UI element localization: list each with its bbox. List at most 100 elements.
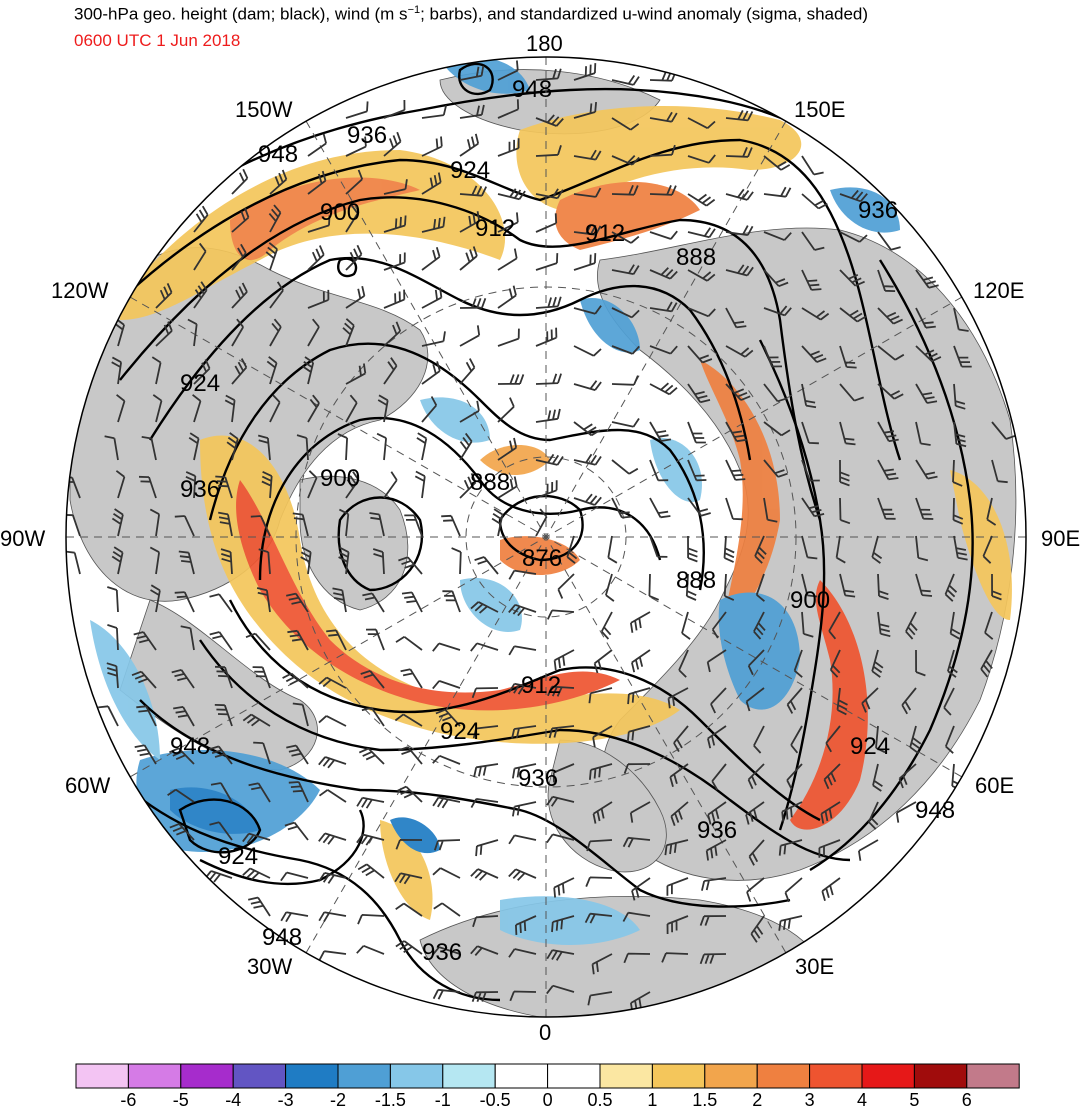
wind-barb: [573, 187, 602, 198]
colorbar-swatch: [599, 1063, 653, 1089]
colorbar: -6 -5 -4 -3 -2 -1.5 -1 -0.5 0 0.5 1 1.5 2 3 4 5 6: [75, 1063, 1020, 1110]
wind-barb: [471, 687, 499, 699]
wind-barb: [592, 725, 613, 748]
wind-barb: [345, 471, 360, 499]
lon-label-120w: 120W: [51, 278, 109, 303]
wind-barb: [548, 725, 575, 739]
lon-label-30e: 30E: [795, 954, 834, 979]
wind-barb: [318, 789, 347, 803]
lon-label-180: 180: [526, 31, 563, 56]
wind-barb: [649, 230, 678, 240]
wind-barb: [383, 321, 402, 347]
wind-barb: [432, 754, 461, 765]
wind-barb: [725, 497, 743, 521]
wind-barb: [515, 915, 537, 935]
wind-barb: [649, 111, 678, 123]
wind-barb: [953, 535, 968, 561]
wind-barb: [300, 546, 312, 575]
wind-barb: [915, 459, 938, 480]
wind-barb: [357, 863, 385, 879]
wind-barb: [611, 74, 640, 86]
wind-barb: [280, 871, 309, 882]
wind-barb: [944, 573, 958, 602]
wind-barb: [226, 432, 239, 461]
wind-barb: [622, 836, 651, 848]
wind-barb: [611, 231, 640, 244]
wind-barb: [253, 741, 271, 765]
wind-barb: [839, 383, 864, 402]
contour-label: 924: [218, 843, 258, 870]
colorbar-tick-label: -2: [330, 1090, 346, 1110]
wind-barb: [459, 65, 485, 81]
wind-barb: [801, 497, 825, 518]
wind-barb: [193, 205, 209, 233]
wind-barb: [687, 154, 716, 164]
wind-barb: [150, 584, 161, 613]
wind-barb: [678, 649, 689, 678]
wind-barb: [362, 592, 385, 613]
wind-barb: [332, 587, 347, 613]
wind-barb: [265, 242, 278, 271]
wind-barb: [337, 433, 348, 461]
wind-barb: [474, 556, 499, 575]
wind-barb: [421, 136, 443, 157]
wind-barb: [535, 296, 562, 309]
wind-barb: [593, 649, 613, 674]
colorbar-swatch: [913, 1063, 968, 1089]
wind-barb: [725, 109, 754, 122]
wind-barb: [152, 394, 163, 423]
wind-barb: [116, 394, 126, 423]
wind-barb: [318, 715, 347, 727]
wind-barb: [871, 649, 884, 678]
wind-barb: [174, 591, 195, 613]
wind-barb: [358, 747, 385, 765]
colorbar-swatch: [389, 1063, 444, 1089]
wind-barb: [649, 382, 678, 396]
wind-barb: [131, 670, 157, 689]
wind-barb: [231, 318, 244, 347]
contour-label: 888: [470, 469, 510, 496]
wind-barb: [508, 948, 537, 958]
wind-barb: [611, 345, 640, 355]
wind-barb: [432, 867, 461, 879]
longitude-labels: 180 150E 120E 90E 60E 30E 0 30W 60W 90W …: [0, 31, 1080, 1045]
wind-barb: [512, 801, 537, 817]
wind-barb: [269, 169, 288, 195]
wind-barb: [245, 632, 271, 651]
wind-barb: [178, 550, 195, 575]
wind-barb: [193, 359, 211, 385]
wind-barb: [573, 253, 597, 271]
wind-barb: [687, 535, 698, 563]
wind-barb: [497, 99, 520, 119]
contour-label: 924: [440, 718, 480, 745]
wind-barb: [711, 611, 727, 639]
wind-barb: [953, 307, 969, 332]
wind-barb: [192, 394, 202, 423]
wind-barb: [287, 629, 309, 651]
wind-barb: [877, 421, 899, 443]
colorbar-tick-label: 3: [805, 1090, 815, 1110]
wind-barb: [573, 345, 602, 357]
wind-barb: [286, 744, 309, 765]
contour-label-group: 948 936 924 912 912 900 888 936 948 924 …: [170, 76, 955, 966]
wind-barb: [535, 480, 558, 499]
wind-barb: [611, 307, 640, 319]
wind-barb: [432, 946, 461, 956]
wind-barb: [169, 823, 195, 841]
lon-label-30w: 30W: [247, 954, 292, 979]
wind-barb: [707, 801, 727, 825]
colorbar-swatch: [232, 1063, 287, 1089]
wind-barb: [687, 307, 716, 318]
wind-barb: [421, 216, 446, 233]
wind-barb: [180, 625, 195, 651]
colorbar-tick-label: -0.5: [480, 1090, 511, 1110]
wind-barb: [193, 242, 207, 271]
wind-barb: [511, 725, 537, 739]
wind-barb: [877, 307, 903, 325]
wind-barb: [687, 227, 716, 239]
wind-barb: [687, 459, 707, 482]
wind-barb: [763, 305, 792, 317]
wind-barb: [497, 188, 526, 201]
wind-barb: [670, 801, 689, 827]
wind-barb: [269, 394, 281, 423]
